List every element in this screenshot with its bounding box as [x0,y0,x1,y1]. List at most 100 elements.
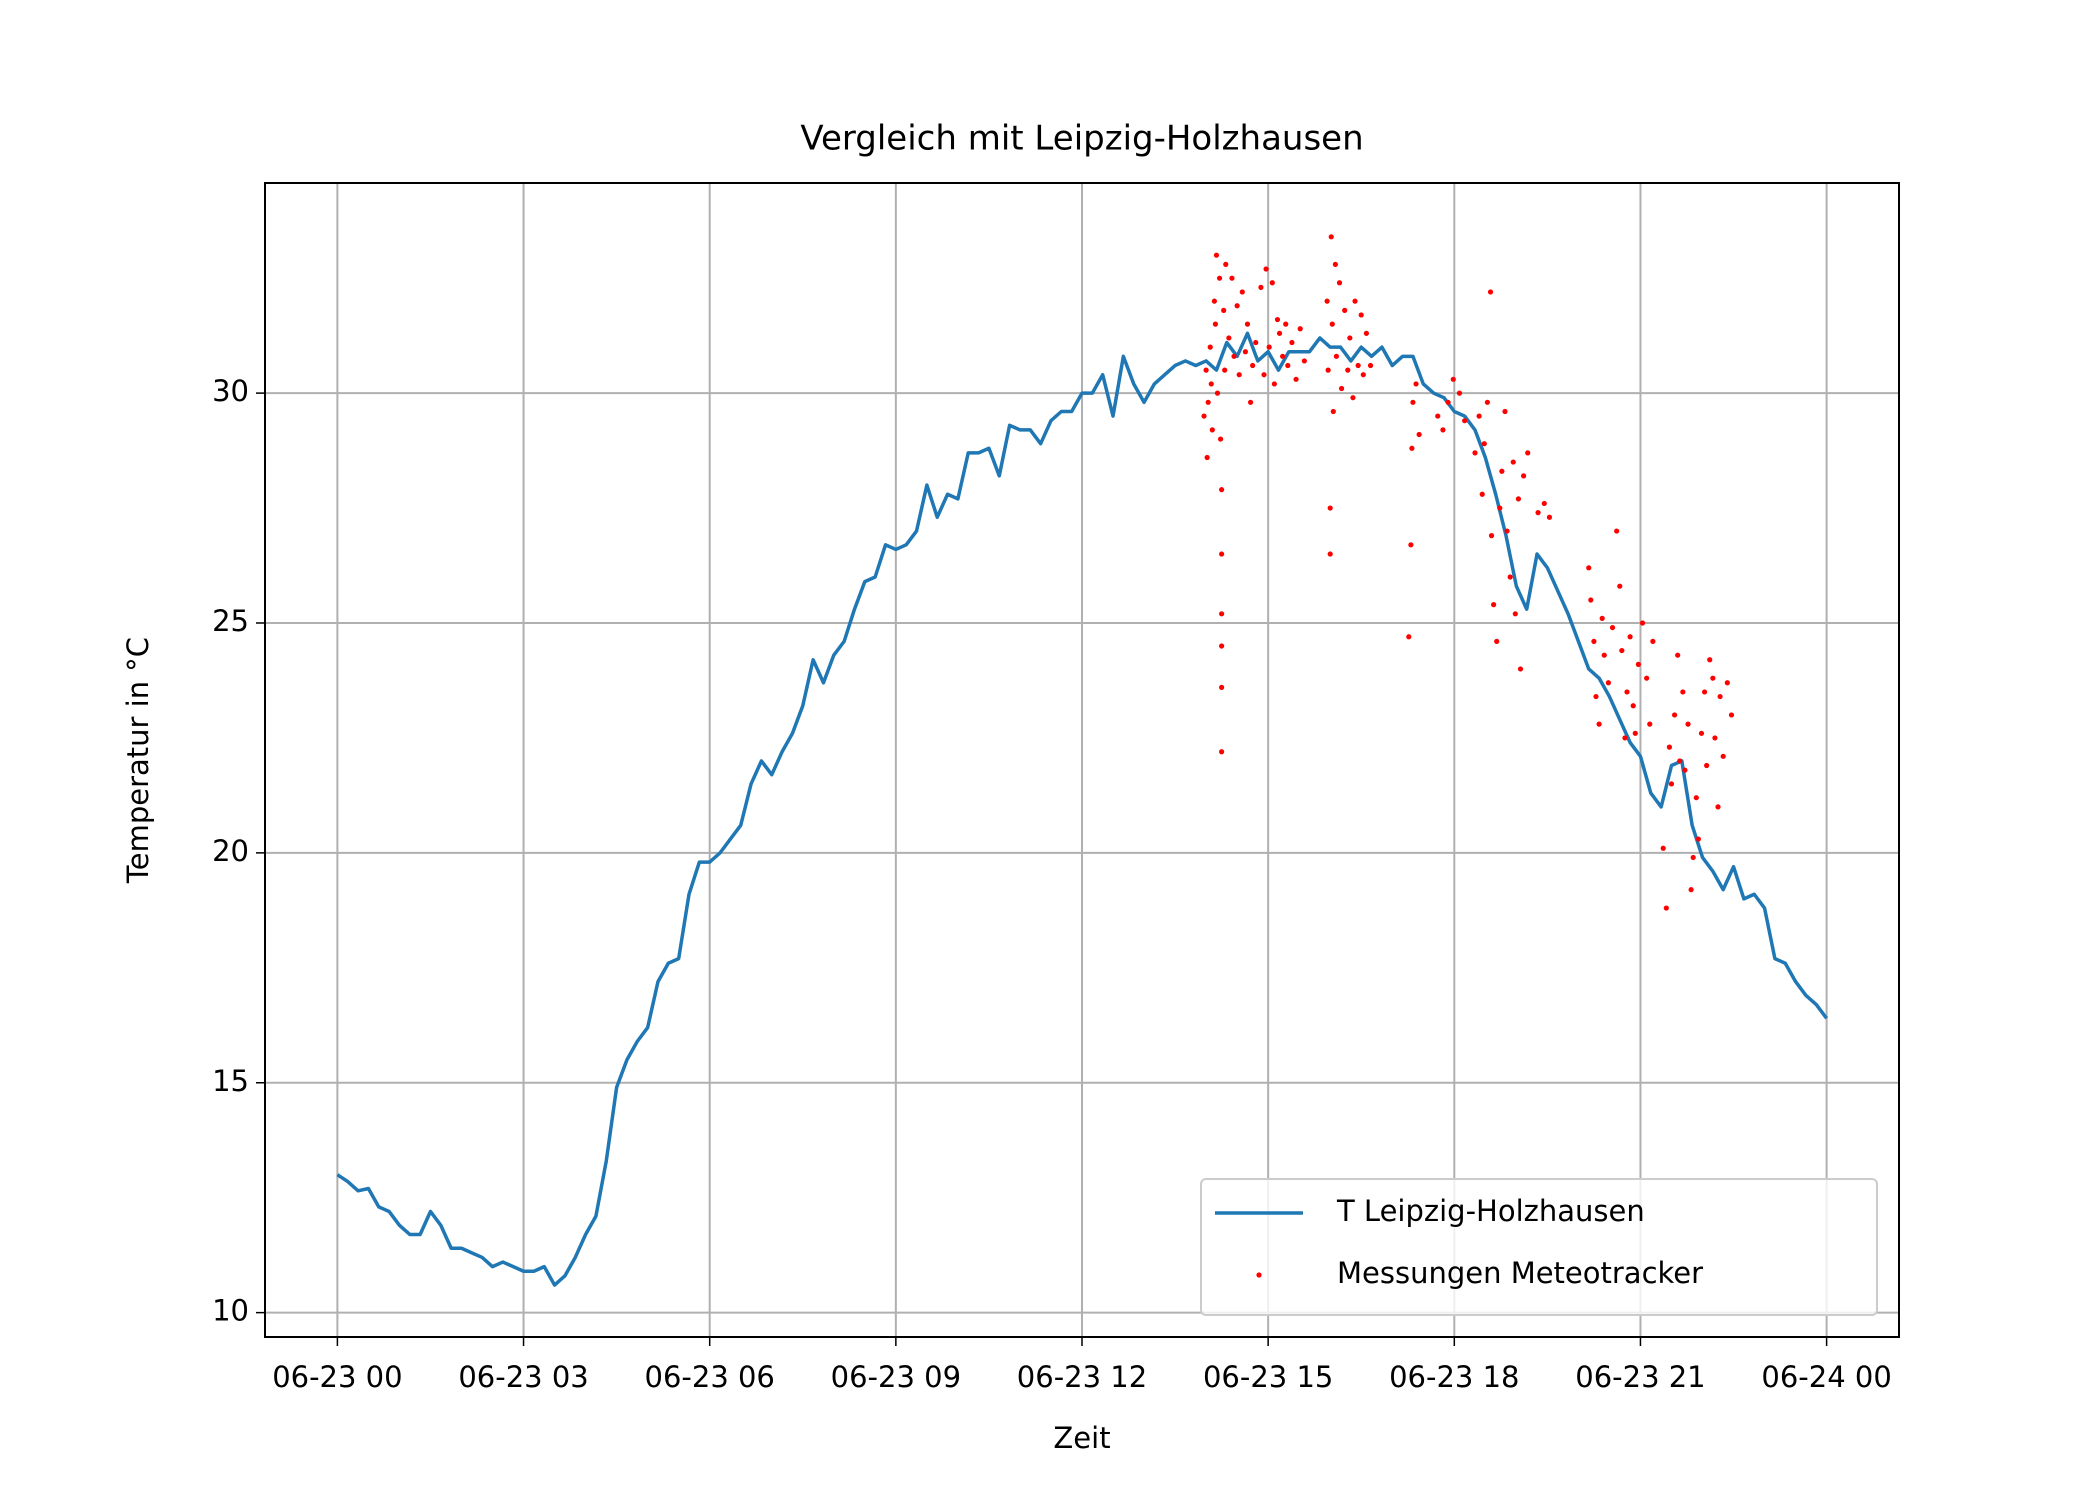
scatter-point [1413,381,1419,387]
scatter-point [1338,385,1345,392]
scatter-point [1622,735,1628,741]
scatter-point [1247,399,1254,405]
scatter-point [1715,804,1721,810]
scatter-point [1671,712,1678,718]
scatter-point [1236,372,1242,378]
data-line [336,331,1829,1287]
scatter-point [1685,721,1691,727]
scatter-point [1619,647,1625,654]
scatter-point [1591,638,1597,644]
scatter-point [1481,441,1487,447]
scatter-point [1472,450,1478,456]
scatter-point [1701,689,1708,695]
scatter-point [1517,666,1524,672]
scatter-point [1666,744,1673,750]
scatter-point [1416,431,1422,438]
scatter-point [1627,634,1633,640]
scatter-point [1624,689,1630,695]
x-tick-label: 06-23 12 [1017,1360,1147,1394]
scatter-point [1219,684,1225,690]
scatter-point [1355,362,1361,369]
scatter-point [1688,887,1694,893]
scatter-point [1499,468,1505,474]
scatter-point [1209,427,1215,433]
scatter-point [1297,326,1303,332]
scatter-point [1289,339,1295,346]
x-tick-label: 06-23 09 [831,1360,961,1394]
scatter-point [1663,905,1669,911]
scatter-point [1712,735,1718,741]
scatter-point [1336,280,1343,286]
scatter-point [1223,261,1229,267]
scatter-point [1216,275,1223,281]
scatter-point [1601,652,1607,658]
scatter-point [1450,376,1456,382]
scatter-point [1647,721,1653,727]
scatter-point [1456,390,1463,396]
legend-box [1200,1178,1878,1316]
scatter-point [1208,381,1214,387]
y-tick-label: 25 [212,604,249,638]
x-tick-label: 06-23 03 [458,1360,588,1394]
scatter-point [1494,638,1500,644]
scatter-point [1497,505,1503,511]
scatter-point [1484,399,1490,405]
scatter-point [1510,459,1516,465]
scatter-point [1586,565,1592,571]
scatter-point [1324,298,1330,304]
scatter-point [1728,712,1735,718]
scatter-point [1724,680,1730,686]
scatter-point [1325,367,1331,373]
scatter-point [1440,427,1446,433]
scatter-point [1221,307,1227,313]
scatter-point [1520,473,1527,479]
scatter-point [1328,234,1334,240]
scatter-point [1214,390,1221,396]
scatter-point [1525,450,1531,456]
scatter-point [1635,661,1641,667]
scatter-point [1217,436,1224,442]
scatter-point [1406,634,1412,640]
scatter-point [1347,335,1353,341]
scatter-point [1682,767,1688,773]
scatter-point [1213,252,1220,258]
scatter-point [1409,445,1415,451]
scatter-point [1276,330,1283,336]
x-tick-label: 06-24 00 [1761,1360,1891,1394]
scatter-point [1301,358,1307,364]
scatter-point [1219,749,1225,755]
scatter-point [1710,675,1716,681]
scatter-point [1332,261,1338,267]
scatter-point [1660,845,1666,851]
y-tick-label: 20 [212,834,249,868]
scatter-point [1488,533,1495,539]
y-tick-label: 15 [212,1064,249,1098]
scatter-point [1239,289,1245,295]
scatter-point [1693,795,1699,801]
scatter-point [1605,680,1611,686]
scatter-point [1219,551,1225,557]
scatter-point [1269,280,1275,286]
scatter-point [1242,349,1248,355]
scatter-point [1617,583,1623,589]
scatter-point [1408,542,1414,548]
scatter-point [1668,781,1675,787]
scatter-point [1271,381,1277,387]
scatter-point [1588,597,1594,603]
scatter-point [1541,500,1547,507]
scatter-point [1515,496,1522,502]
scatter-point [1479,491,1485,497]
scatter-point [1205,399,1211,405]
scatter-point [1358,312,1364,318]
x-tick-label: 06-23 06 [645,1360,775,1394]
x-axis-label: Zeit [1053,1421,1110,1455]
scatter-point [1675,652,1681,658]
scatter-point [1650,638,1656,644]
scatter-point [1609,624,1616,631]
legend-label: T Leipzig-Holzhausen [1336,1194,1645,1228]
scatter-point [1360,372,1366,378]
scatter-point [1234,303,1240,309]
scatter-point [1599,615,1605,621]
scatter-point [1677,758,1683,764]
